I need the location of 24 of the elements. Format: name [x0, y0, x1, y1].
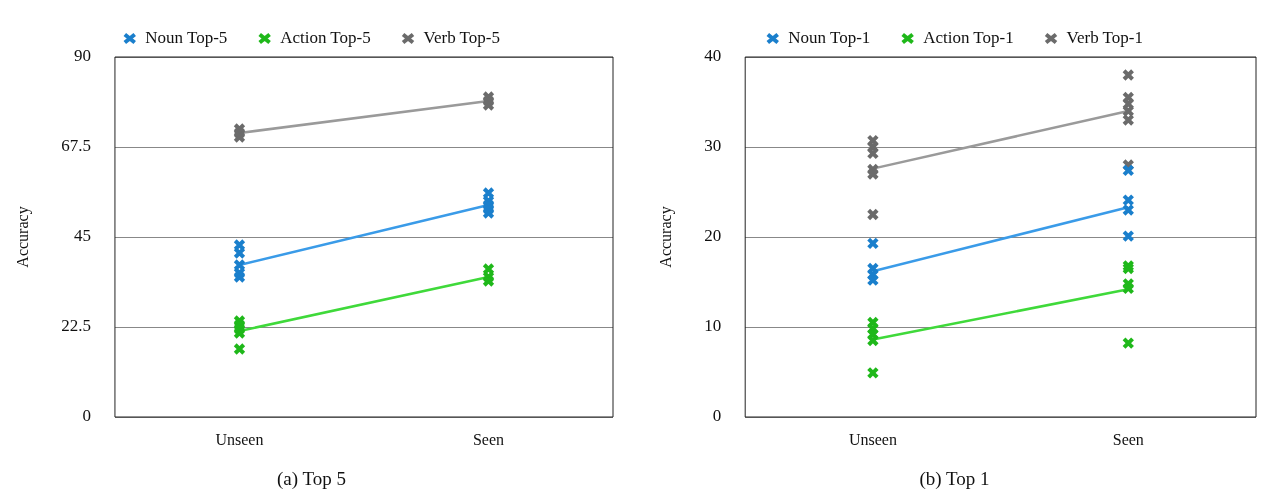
y-tick-label: 90	[73, 46, 91, 66]
y-tick-label: 0	[82, 406, 91, 426]
y-tick-label: 0	[712, 406, 722, 426]
y-tick-label: 67.5	[61, 136, 91, 156]
legend-label: Verb Top-5	[423, 27, 500, 47]
legend-label: Noun Top-1	[788, 27, 871, 47]
text: (b) Top 1	[919, 467, 990, 490]
y-tick-label: 30	[704, 136, 722, 156]
y-tick-label: 10	[704, 316, 722, 336]
y-tick-label: 45	[73, 226, 91, 246]
y-tick-label: 20	[704, 226, 722, 246]
x-tick-label: Unseen	[848, 430, 897, 448]
y-axis-title: Accuracy	[13, 206, 32, 268]
y-tick-label: 22.5	[61, 316, 91, 336]
y-tick-label: 40	[704, 46, 722, 66]
legend-label: Action Top-5	[280, 27, 371, 47]
legend-label: Verb Top-1	[1066, 27, 1143, 47]
y-axis-title: Accuracy	[656, 206, 675, 268]
legend-label: Action Top-1	[923, 27, 1014, 47]
legend-label: Noun Top-5	[145, 27, 228, 47]
x-tick-label: Seen	[472, 430, 505, 448]
x-tick-label: Unseen	[215, 430, 264, 448]
text: (a) Top 5	[276, 467, 347, 490]
x-tick-label: Seen	[1112, 430, 1144, 448]
